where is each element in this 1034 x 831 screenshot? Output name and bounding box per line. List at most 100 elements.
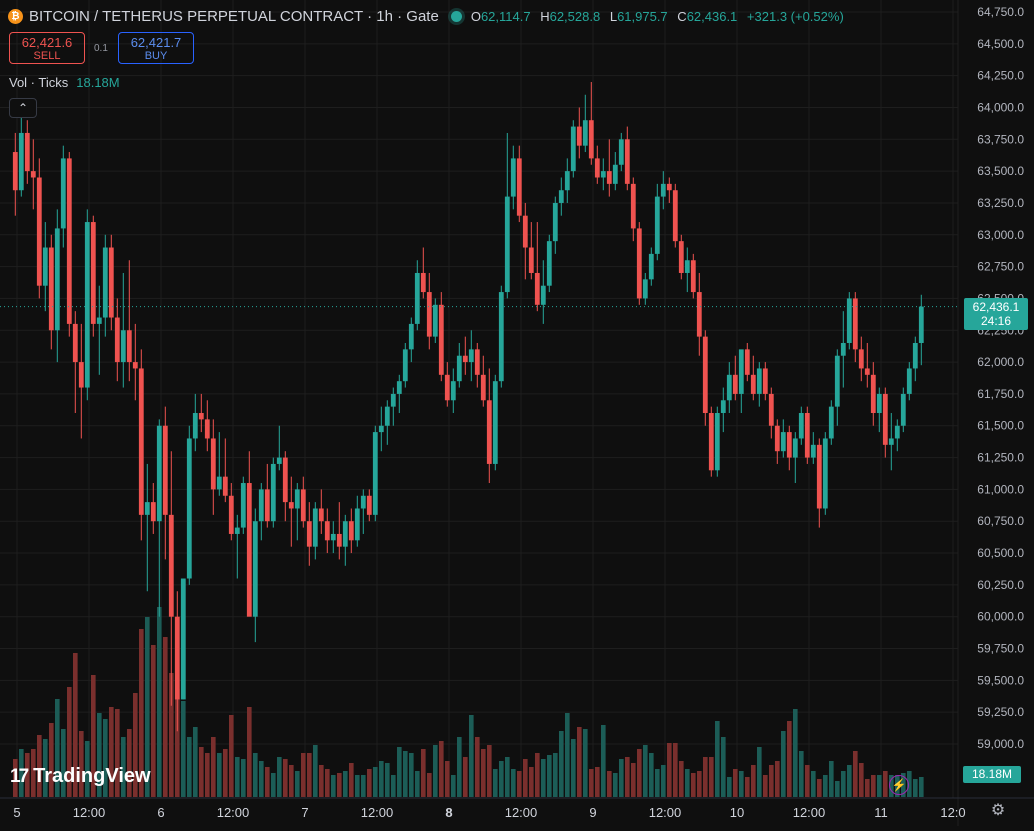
candle: [72, 311, 78, 414]
volume-bar: [481, 749, 486, 797]
candle-body: [708, 413, 714, 471]
x-tick-label: 12:00: [793, 805, 826, 820]
candle: [906, 362, 912, 401]
gear-icon[interactable]: ⚙: [990, 802, 1006, 819]
candle: [204, 400, 210, 452]
candle-body: [402, 349, 408, 382]
candle: [504, 132, 510, 299]
x-tick-label: 12:0: [940, 805, 965, 820]
candle-body: [174, 616, 180, 700]
candle-body: [852, 298, 858, 350]
candle-body: [252, 521, 258, 617]
candle: [12, 132, 18, 216]
buy-button[interactable]: 62,421.7 BUY: [118, 32, 194, 64]
grid-lines: [0, 0, 958, 798]
candle: [162, 406, 168, 560]
candle: [198, 393, 204, 433]
volume-bar: [553, 753, 558, 797]
y-tick-label: 60,750.0: [977, 514, 1024, 528]
volume-bar: [55, 699, 60, 797]
sell-button[interactable]: 62,421.6 SELL: [9, 32, 85, 64]
volume-bar: [19, 749, 24, 797]
candle: [456, 342, 462, 388]
candle: [486, 368, 492, 484]
candle-body: [336, 533, 342, 547]
candle-body: [726, 374, 732, 401]
candle: [606, 139, 612, 197]
candle: [864, 342, 870, 388]
candle: [312, 502, 318, 560]
candle-body: [120, 330, 126, 363]
candle-body: [294, 489, 300, 509]
candle: [258, 483, 264, 541]
volume-bar: [61, 729, 66, 797]
volume-bar: [67, 687, 72, 797]
symbol-title[interactable]: BITCOIN / TETHERUS PERPETUAL CONTRACT · …: [29, 7, 439, 25]
candle-body: [474, 349, 480, 375]
x-tick-label: 12:00: [505, 805, 538, 820]
volume-bar: [763, 775, 768, 797]
candle-body: [378, 425, 384, 433]
candle: [474, 342, 480, 388]
candle-body: [114, 317, 120, 363]
candle-body: [186, 438, 192, 579]
volume-bar: [25, 753, 30, 797]
candle-body: [744, 349, 750, 375]
candle: [756, 362, 762, 407]
candle: [642, 272, 648, 305]
volume-bar: [625, 757, 630, 797]
volume-bar: [139, 629, 144, 797]
candle: [732, 355, 738, 401]
time-axis[interactable]: 5 12:00 6 12:00 7 12:00 8 12:00 9 12:00 10 12:00 11 1…: [0, 797, 1034, 820]
y-tick-label: 59,250.0: [977, 705, 1024, 719]
candle-body: [666, 183, 672, 191]
candle-body: [156, 425, 162, 522]
buy-price: 62,421.7: [130, 35, 182, 50]
x-tick-label: 6: [157, 805, 164, 820]
tradingview-logo-icon: 17: [10, 765, 29, 787]
candle: [174, 591, 180, 732]
volume-bar: [721, 737, 726, 797]
volume-bar: [499, 761, 504, 797]
candle-body: [576, 126, 582, 146]
candle: [768, 387, 774, 439]
volume-bar: [265, 767, 270, 797]
chevron-up-icon[interactable]: ⌃: [9, 98, 37, 118]
candle: [720, 387, 726, 433]
volume-bar: [541, 759, 546, 797]
candle-body: [606, 171, 612, 184]
market-status-icon[interactable]: [450, 10, 462, 22]
candle: [570, 120, 576, 178]
candle: [678, 234, 684, 280]
lightning-icon[interactable]: ⚡: [889, 775, 909, 795]
candle-body: [282, 457, 288, 503]
candle-body: [12, 152, 18, 191]
candle-body: [882, 393, 888, 445]
candle-body: [90, 222, 96, 324]
volume-bar: [493, 769, 498, 797]
x-tick-label: 10: [730, 805, 744, 820]
candle-body: [108, 247, 114, 318]
volume-bar: [475, 737, 480, 797]
open-value: 62,114.7: [480, 8, 531, 24]
volume-bar: [259, 761, 264, 797]
candle: [480, 355, 486, 407]
tradingview-logo[interactable]: 17 TradingView: [10, 765, 151, 788]
volume-bar: [145, 617, 150, 797]
low-value: 61,975.7: [617, 8, 668, 24]
volume-bar: [601, 725, 606, 797]
candle: [702, 330, 708, 426]
candle: [420, 247, 426, 299]
volume-bar: [127, 729, 132, 797]
volume-bar: [373, 767, 378, 797]
volume-legend[interactable]: Vol · Ticks 18.18M: [9, 75, 120, 90]
volume-bar: [157, 607, 162, 797]
candle-body: [642, 279, 648, 299]
candle: [744, 342, 750, 382]
candle: [300, 476, 306, 528]
volume-bar: [913, 779, 918, 797]
volume-bar: [619, 759, 624, 797]
candle-body: [804, 413, 810, 458]
volume-bar: [151, 645, 156, 797]
